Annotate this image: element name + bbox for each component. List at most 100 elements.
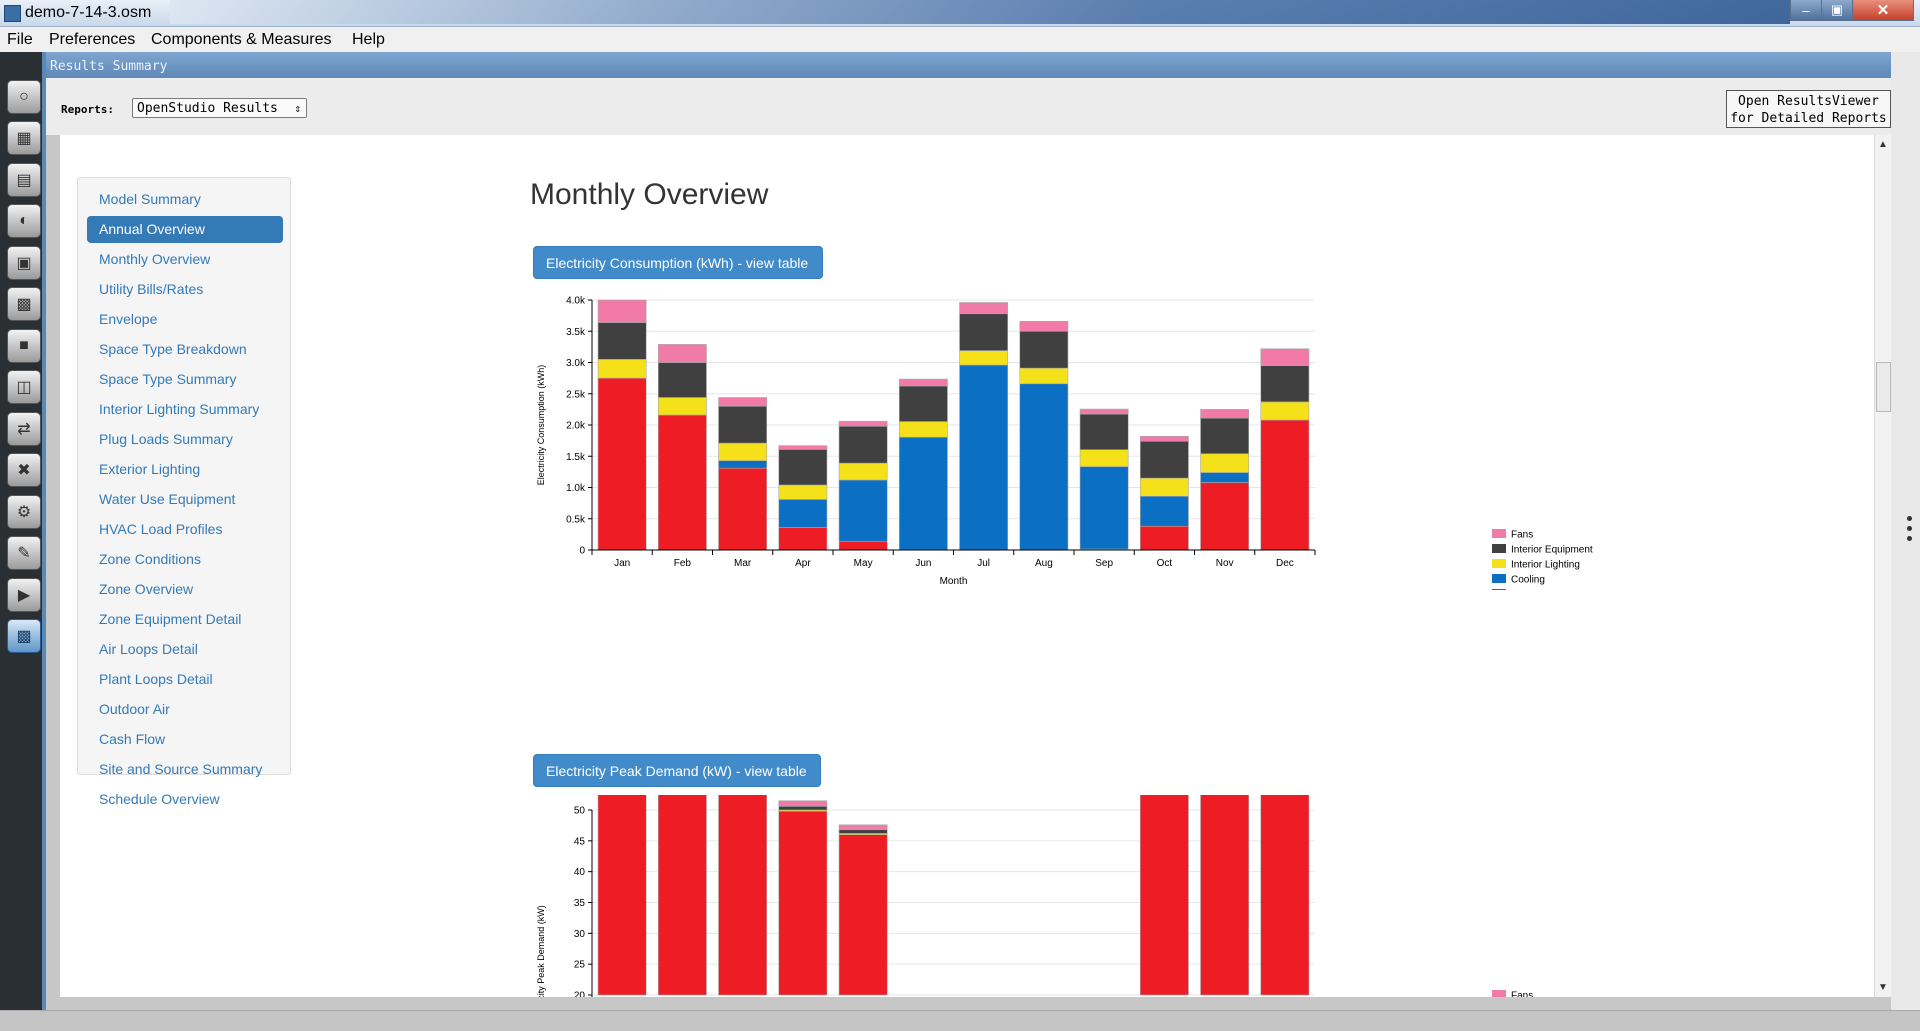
bar-heating-feb — [658, 415, 706, 550]
y-tick-label: 4.0k — [566, 296, 586, 307]
nav-item-zone-equipment-detail[interactable]: Zone Equipment Detail — [87, 606, 283, 633]
menu-components-measures[interactable]: Components & Measures — [151, 31, 332, 49]
legend-swatch-interior-lighting — [1492, 559, 1506, 568]
reports-dropdown[interactable]: OpenStudio Results ⇕ — [132, 98, 307, 118]
menu-file[interactable]: File — [7, 31, 33, 49]
bar-cooling-aug — [1020, 384, 1068, 550]
y-tick-label: 3.0k — [566, 358, 586, 369]
x-tick-label: Nov — [1216, 558, 1234, 569]
nav-item-space-type-breakdown[interactable]: Space Type Breakdown — [87, 336, 283, 363]
bar-cooling-jun — [899, 437, 947, 550]
nav-item-site-and-source-summary[interactable]: Site and Source Summary — [87, 756, 283, 783]
report-content: Model Summary Annual Overview Monthly Over… — [60, 135, 1874, 997]
legend-swatch-fans — [1492, 529, 1506, 538]
thermal-zones-icon[interactable]: ⇄ — [7, 412, 41, 446]
y-tick-label: 3.5k — [566, 327, 586, 338]
y-tick-label: 20 — [574, 991, 586, 998]
nav-item-schedule-overview[interactable]: Schedule Overview — [87, 786, 283, 813]
bar-interior-equipment-aug — [1020, 331, 1068, 368]
nav-item-outdoor-air[interactable]: Outdoor Air — [87, 696, 283, 723]
nav-item-zone-overview[interactable]: Zone Overview — [87, 576, 283, 603]
y-tick-label: 30 — [574, 929, 586, 940]
close-button[interactable]: ✕ — [1852, 0, 1914, 21]
x-tick-label: May — [854, 558, 873, 569]
x-tick-label: Feb — [674, 558, 692, 569]
nav-item-water-use-equipment[interactable]: Water Use Equipment — [87, 486, 283, 513]
nav-item-utility-bills-rates[interactable]: Utility Bills/Rates — [87, 276, 283, 303]
electricity-peak-demand-view-table-button[interactable]: Electricity Peak Demand (kW) - view tabl… — [533, 754, 821, 787]
reports-dropdown-value: OpenStudio Results — [137, 101, 278, 116]
electricity-consumption-view-table-button[interactable]: Electricity Consumption (kWh) - view tab… — [533, 246, 823, 279]
spaces-icon[interactable]: ◫ — [7, 370, 41, 404]
bar-fans-apr — [779, 801, 827, 807]
nav-item-space-type-summary[interactable]: Space Type Summary — [87, 366, 283, 393]
geometry-icon[interactable]: ▩ — [7, 287, 41, 321]
output-variables-icon[interactable]: ⚙ — [7, 495, 41, 529]
nav-item-monthly-overview[interactable]: Monthly Overview — [87, 246, 283, 273]
bar-interior-lighting-oct — [1140, 478, 1188, 496]
bar-cooling-sep — [1080, 467, 1128, 550]
nav-item-cash-flow[interactable]: Cash Flow — [87, 726, 283, 753]
scroll-up-icon[interactable]: ▲ — [1878, 139, 1888, 150]
scrollbar-thumb[interactable] — [1876, 362, 1891, 412]
run-icon[interactable]: ▶ — [7, 578, 41, 612]
space-types-icon[interactable]: ▣ — [7, 246, 41, 280]
app-icon — [4, 5, 21, 22]
bar-interior-equipment-apr — [779, 806, 827, 810]
page-title: Monthly Overview — [530, 178, 768, 212]
bar-fans-feb — [658, 344, 706, 362]
nav-item-plug-loads-summary[interactable]: Plug Loads Summary — [87, 426, 283, 453]
bar-interior-equipment-feb — [658, 363, 706, 398]
loads-icon[interactable]: ◐ — [7, 204, 41, 238]
legend-label-fans: Fans — [1511, 530, 1533, 541]
maximize-button[interactable]: ▣ — [1821, 0, 1853, 21]
y-tick-label: 0 — [579, 546, 585, 557]
main-tab-bar: ○ ▦ ▤ ◐ ▣ ▩ ■ ◫ ⇄ ✖ ⚙ ✎ ▶ ▩ — [0, 52, 46, 1010]
bar-fans-apr — [779, 446, 827, 450]
nav-item-model-summary[interactable]: Model Summary — [87, 186, 283, 213]
y-axis-label: Electricity Peak Demand (kW) — [536, 905, 546, 997]
bar-interior-equipment-apr — [779, 449, 827, 485]
bar-interior-equipment-jun — [899, 386, 947, 422]
nav-item-air-loops-detail[interactable]: Air Loops Detail — [87, 636, 283, 663]
bar-heating-mar — [719, 468, 767, 550]
left-bar-edge — [42, 52, 46, 1010]
open-results-viewer-button[interactable]: Open ResultsViewer for Detailed Reports — [1726, 90, 1891, 128]
bar-fans-jul — [960, 303, 1008, 314]
y-tick-label: 1.5k — [566, 452, 586, 463]
nav-item-zone-conditions[interactable]: Zone Conditions — [87, 546, 283, 573]
window-title: demo-7-14-3.osm — [25, 4, 151, 22]
scroll-down-icon[interactable]: ▼ — [1878, 982, 1888, 993]
minimize-button[interactable]: – — [1790, 0, 1822, 21]
vertical-scrollbar[interactable]: ▲ ▼ — [1874, 135, 1892, 997]
nav-item-hvac-load-profiles[interactable]: HVAC Load Profiles — [87, 516, 283, 543]
y-tick-label: 45 — [574, 836, 586, 847]
nav-item-plant-loops-detail[interactable]: Plant Loops Detail — [87, 666, 283, 693]
menu-preferences[interactable]: Preferences — [49, 31, 135, 49]
legend-label-interior-lighting: Interior Lighting — [1511, 560, 1580, 571]
nav-item-interior-lighting-summary[interactable]: Interior Lighting Summary — [87, 396, 283, 423]
site-icon[interactable]: ○ — [7, 80, 41, 114]
hvac-icon[interactable]: ✖ — [7, 453, 41, 487]
nav-item-exterior-lighting[interactable]: Exterior Lighting — [87, 456, 283, 483]
nav-item-envelope[interactable]: Envelope — [87, 306, 283, 333]
menu-help[interactable]: Help — [352, 31, 385, 49]
bar-fans-jan — [598, 300, 646, 323]
nav-item-annual-overview[interactable]: Annual Overview — [87, 216, 283, 243]
y-tick-label: 2.5k — [566, 389, 586, 400]
schedules-icon[interactable]: ▦ — [7, 121, 41, 155]
facility-icon[interactable]: ■ — [7, 329, 41, 363]
bar-heating-oct — [1140, 795, 1188, 995]
simulation-settings-icon[interactable]: ✎ — [7, 536, 41, 570]
y-tick-label: 40 — [574, 867, 586, 878]
bar-interior-lighting-jul — [960, 351, 1008, 365]
bar-interior-lighting-nov — [1201, 454, 1249, 473]
results-icon[interactable]: ▩ — [7, 619, 41, 653]
legend-swatch-cooling — [1492, 574, 1506, 583]
results-summary-label: Results Summary — [50, 59, 167, 74]
x-tick-label: Aug — [1035, 558, 1053, 569]
x-tick-label: Sep — [1095, 558, 1113, 569]
dock-handle-icon[interactable] — [1907, 516, 1911, 546]
constructions-icon[interactable]: ▤ — [7, 163, 41, 197]
bar-cooling-nov — [1201, 473, 1249, 483]
